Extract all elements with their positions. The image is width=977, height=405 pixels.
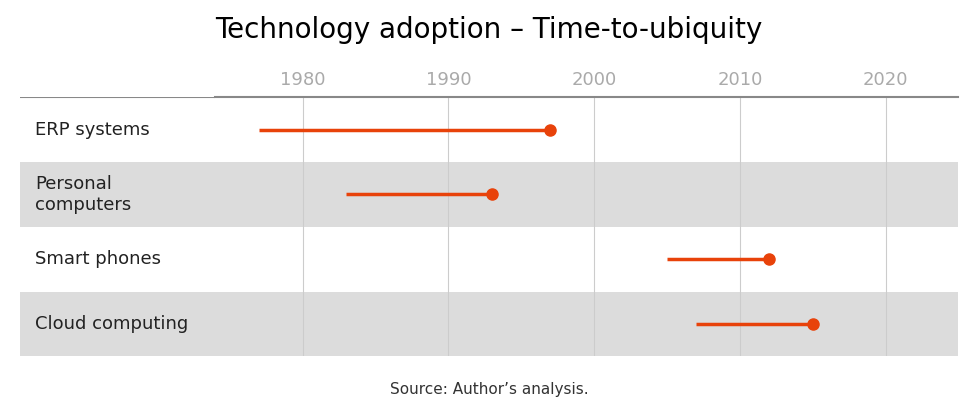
Text: Smart phones: Smart phones [35, 250, 161, 268]
Text: Personal
computers: Personal computers [35, 175, 131, 214]
Bar [20, 162, 215, 227]
Bar [215, 162, 957, 227]
Bar [20, 227, 215, 292]
Text: Source: Author’s analysis.: Source: Author’s analysis. [389, 382, 588, 397]
Bar [20, 97, 215, 162]
Text: Technology adoption – Time-to-ubiquity: Technology adoption – Time-to-ubiquity [215, 16, 762, 44]
Text: ERP systems: ERP systems [35, 121, 149, 139]
Text: Cloud computing: Cloud computing [35, 315, 189, 333]
Bar [215, 97, 957, 162]
Bar [215, 292, 957, 356]
Bar [20, 292, 215, 356]
Bar [215, 227, 957, 292]
